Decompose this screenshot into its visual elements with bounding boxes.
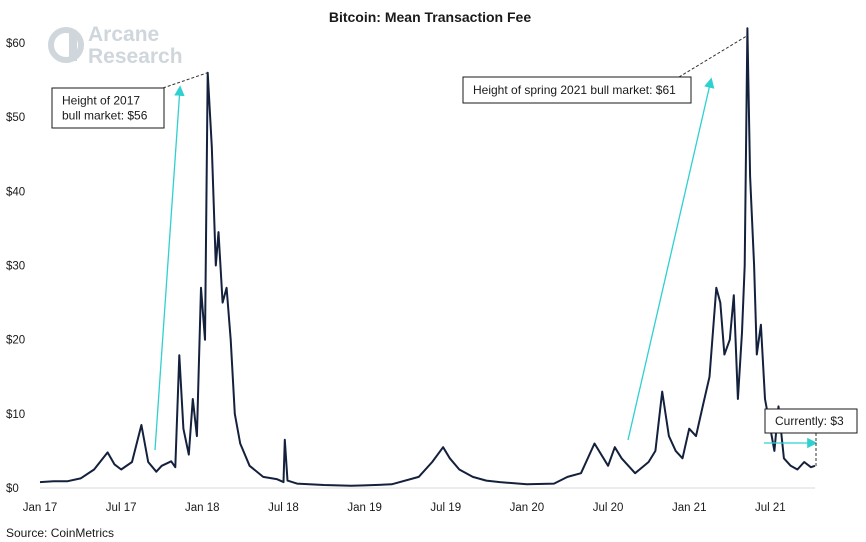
- y-tick-label: $40: [6, 186, 25, 198]
- annotation-label: Height of 2017: [62, 94, 140, 108]
- annotation-label: Height of spring 2021 bull market: $61: [473, 83, 676, 97]
- x-tick-label: Jul 20: [593, 502, 624, 514]
- annotation-box: [462, 76, 692, 104]
- y-axis: $0 $10 $20 $30 $40 $50 $60: [6, 38, 815, 495]
- x-tick-label: Jul 19: [430, 502, 461, 514]
- annotation-box: [764, 408, 858, 434]
- x-tick-label: Jan 18: [185, 502, 220, 514]
- source-note: Source: CoinMetrics: [6, 526, 114, 540]
- annotation-label: Currently: $3: [775, 414, 844, 428]
- series-line: [39, 27, 816, 487]
- y-tick-label: $10: [6, 409, 25, 421]
- logo-line1: Arcane: [88, 23, 159, 46]
- x-tick-label: Jul 18: [268, 502, 299, 514]
- chart-title: Bitcoin: Mean Transaction Fee: [329, 9, 531, 25]
- series-layer: [39, 27, 816, 487]
- annotation-arrow: [154, 85, 185, 451]
- annotation-leader: [678, 35, 748, 78]
- annotation-arrow: [627, 77, 715, 441]
- y-tick-label: $30: [6, 261, 25, 273]
- x-tick-label: Jul 21: [755, 502, 786, 514]
- arcane-research-logo: Arcane Research: [48, 23, 183, 68]
- x-tick-label: Jul 17: [106, 502, 137, 514]
- y-tick-label: $50: [6, 112, 25, 124]
- logo-ring-icon: [48, 27, 84, 63]
- y-tick-label: $0: [6, 483, 19, 495]
- y-tick-label: $60: [6, 38, 25, 50]
- logo-line2: Research: [88, 45, 183, 68]
- x-tick-label: Jan 17: [23, 502, 58, 514]
- x-tick-label: Jan 19: [347, 502, 382, 514]
- y-tick-label: $20: [6, 335, 25, 347]
- x-tick-label: Jan 21: [672, 502, 707, 514]
- annotation-leader: [162, 72, 208, 89]
- annotation-box: [51, 87, 165, 129]
- x-axis: Jan 17 Jul 17 Jan 18 Jul 18 Jan 19 Jul 19 Jan …: [23, 502, 786, 514]
- annotation-label: bull market: $56: [62, 109, 148, 123]
- logo-bar-icon: [69, 31, 77, 61]
- x-tick-label: Jan 20: [510, 502, 545, 514]
